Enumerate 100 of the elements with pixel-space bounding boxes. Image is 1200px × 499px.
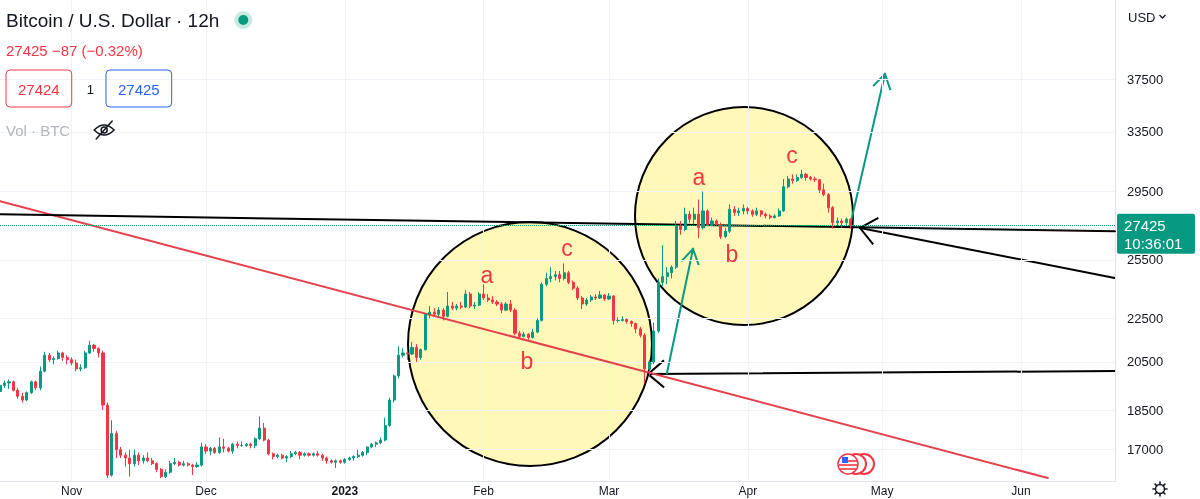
candlestick xyxy=(379,436,382,445)
candlestick xyxy=(531,328,534,340)
x-tick-label: Jun xyxy=(1011,484,1031,498)
candlestick xyxy=(330,458,333,465)
candlestick xyxy=(366,446,369,456)
candlestick xyxy=(316,450,319,458)
annotation: b xyxy=(520,348,534,374)
candlestick xyxy=(352,454,355,462)
y-tick-label: 29500 xyxy=(1127,184,1164,199)
y-tick-label: 25500 xyxy=(1127,252,1164,268)
candlestick xyxy=(169,460,172,475)
candlestick xyxy=(446,291,449,318)
candlestick xyxy=(455,303,458,311)
candlestick xyxy=(70,356,73,366)
candlestick xyxy=(598,290,602,300)
annotation: c xyxy=(786,142,798,168)
candlestick xyxy=(822,183,825,197)
candlestick xyxy=(755,207,758,217)
candlestick xyxy=(688,210,691,224)
candlestick xyxy=(164,468,167,479)
candlestick xyxy=(178,460,181,467)
y-tick-label: 18500 xyxy=(1127,402,1164,418)
candlestick xyxy=(79,363,82,372)
candlestick xyxy=(522,331,525,338)
candlestick xyxy=(303,451,306,458)
annotation: c xyxy=(561,235,573,261)
candlestick xyxy=(272,451,275,460)
candlestick xyxy=(52,355,55,365)
candlestick xyxy=(746,206,749,215)
candlestick xyxy=(321,453,324,462)
candlestick xyxy=(773,213,776,219)
candlestick xyxy=(325,456,328,465)
candlestick xyxy=(110,419,113,478)
candlestick xyxy=(294,450,297,456)
candlestick xyxy=(245,442,248,448)
candlestick xyxy=(155,461,158,473)
candlestick xyxy=(433,307,436,317)
candlestick xyxy=(460,301,463,310)
candlestick xyxy=(209,446,212,456)
x-tick-label: Feb xyxy=(473,484,495,498)
candlestick xyxy=(191,463,194,476)
candlestick xyxy=(737,207,740,217)
candlestick xyxy=(66,354,69,365)
candlestick xyxy=(34,380,37,391)
candlestick xyxy=(281,453,284,460)
candlestick xyxy=(469,291,472,309)
candlestick xyxy=(504,301,508,312)
candlestick xyxy=(343,457,346,465)
candlestick xyxy=(563,262,566,281)
candlestick xyxy=(415,343,418,363)
annotation: 1 xyxy=(86,82,94,97)
button: 27425 xyxy=(105,69,173,108)
candlestick xyxy=(782,178,785,213)
x-tick-label: May xyxy=(870,484,894,498)
annotation: a xyxy=(480,262,494,288)
candlestick xyxy=(419,347,422,361)
y-tick-label: 17000 xyxy=(1127,442,1164,458)
candlestick xyxy=(621,315,624,323)
candlestick xyxy=(464,289,467,309)
price-tag: 27425 10:36:01 xyxy=(1117,213,1195,254)
annotation: 27424 xyxy=(18,81,60,98)
ref-line-label: 27425 xyxy=(1124,216,1166,234)
candlestick xyxy=(679,220,682,236)
candlestick xyxy=(249,442,252,449)
candlestick xyxy=(160,467,163,479)
x-tick-label: Nov xyxy=(60,484,83,498)
candlestick xyxy=(607,292,611,301)
candlestick xyxy=(142,454,145,465)
candlestick xyxy=(133,449,136,467)
candlestick xyxy=(375,440,378,448)
candlestick xyxy=(222,438,225,453)
candlestick xyxy=(25,390,28,402)
candlestick xyxy=(57,350,60,361)
y-tick-label: 22500 xyxy=(1127,310,1164,326)
candlestick xyxy=(625,317,628,325)
button: 27424 xyxy=(5,69,73,108)
y-tick-label: 33500 xyxy=(1127,124,1164,140)
y-tick-label: 37500 xyxy=(1127,71,1164,87)
candlestick xyxy=(527,332,530,341)
y-tick-label: 20500 xyxy=(1127,354,1164,370)
text: USD xyxy=(1128,10,1156,25)
candlestick xyxy=(61,351,64,362)
candlestick xyxy=(697,199,700,239)
candlestick xyxy=(487,293,490,303)
candlestick xyxy=(733,205,736,217)
candlestick xyxy=(285,454,288,463)
candlestick xyxy=(227,446,230,453)
candlestick xyxy=(437,306,440,317)
candlestick xyxy=(769,213,772,220)
candlestick xyxy=(612,294,615,326)
candlestick xyxy=(666,266,669,285)
candlestick xyxy=(594,293,597,301)
candlestick xyxy=(213,446,216,455)
annotation: Vol · BTC xyxy=(6,122,71,139)
candlestick xyxy=(634,322,637,334)
candlestick xyxy=(115,430,118,459)
annotation: 27425 xyxy=(117,81,160,98)
candlestick xyxy=(361,450,364,458)
candlestick xyxy=(312,451,315,458)
x-tick-label: Mar xyxy=(598,484,620,498)
